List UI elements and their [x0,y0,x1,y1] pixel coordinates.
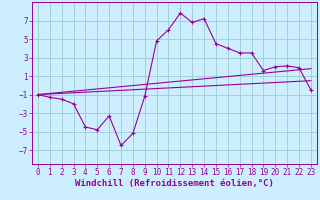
X-axis label: Windchill (Refroidissement éolien,°C): Windchill (Refroidissement éolien,°C) [75,179,274,188]
